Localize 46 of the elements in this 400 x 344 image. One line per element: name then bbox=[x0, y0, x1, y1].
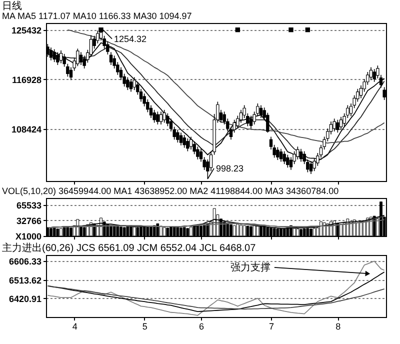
y-tick-label: X1000 bbox=[15, 232, 42, 242]
y-tick-label: 6513.62 bbox=[8, 275, 42, 286]
candlestick bbox=[109, 52, 113, 66]
candlestick bbox=[52, 48, 56, 62]
line-series bbox=[47, 260, 385, 316]
x-tick-label: 5 bbox=[142, 322, 148, 332]
candlestick bbox=[259, 104, 263, 118]
y-tick-label: 108424 bbox=[11, 124, 42, 134]
chart-title: 主力进出(60,26) JCS 6561.09 JCM 6552.04 JCL 6468.07 bbox=[2, 242, 256, 254]
chart-title: 日线 bbox=[2, 0, 22, 12]
annotation: 1254.32 bbox=[114, 34, 147, 44]
x-tick-label: 7 bbox=[268, 322, 274, 332]
candlestick bbox=[62, 54, 66, 68]
candlestick bbox=[179, 132, 183, 146]
candlestick bbox=[162, 109, 166, 124]
annotation: 998.23 bbox=[216, 163, 244, 174]
candlestick bbox=[296, 146, 300, 160]
line-series bbox=[47, 219, 385, 228]
candlestick bbox=[159, 111, 163, 125]
candlestick bbox=[279, 148, 283, 162]
candlestick bbox=[286, 154, 290, 168]
candlestick bbox=[276, 146, 280, 160]
candlestick bbox=[182, 134, 186, 148]
y-tick-label: 65533 bbox=[16, 200, 42, 210]
candlestick bbox=[156, 111, 160, 125]
candlestick bbox=[79, 52, 83, 66]
candlestick bbox=[282, 150, 286, 164]
y-tick-label: 125432 bbox=[11, 25, 42, 36]
chart-subtitle: MA MA5 1171.07 MA10 1166.33 MA30 1094.97 bbox=[2, 11, 192, 21]
candlestick bbox=[189, 136, 193, 150]
y-tick-label: 6420.91 bbox=[8, 294, 42, 304]
line-series bbox=[47, 285, 385, 310]
y-tick-label: 6606.33 bbox=[8, 256, 42, 267]
candlestick bbox=[56, 52, 60, 66]
x-tick-label: 4 bbox=[72, 322, 78, 332]
x-tick-label: 8 bbox=[336, 322, 341, 332]
candlestick bbox=[186, 138, 190, 152]
chart-title: VOL(5,10,20) 36459944.00 MA1 43638952.00 MA2 41198844.00 MA3 34360784.00 bbox=[2, 186, 339, 196]
annotation: 强力支撑 bbox=[230, 261, 270, 274]
candlestick bbox=[152, 109, 156, 124]
y-tick-label: 32766 bbox=[16, 216, 42, 226]
candlestick bbox=[76, 48, 80, 67]
candlestick bbox=[59, 50, 63, 64]
y-tick-label: 116928 bbox=[12, 74, 42, 85]
candlestick bbox=[66, 63, 70, 78]
x-tick-label: 6 bbox=[198, 322, 204, 332]
